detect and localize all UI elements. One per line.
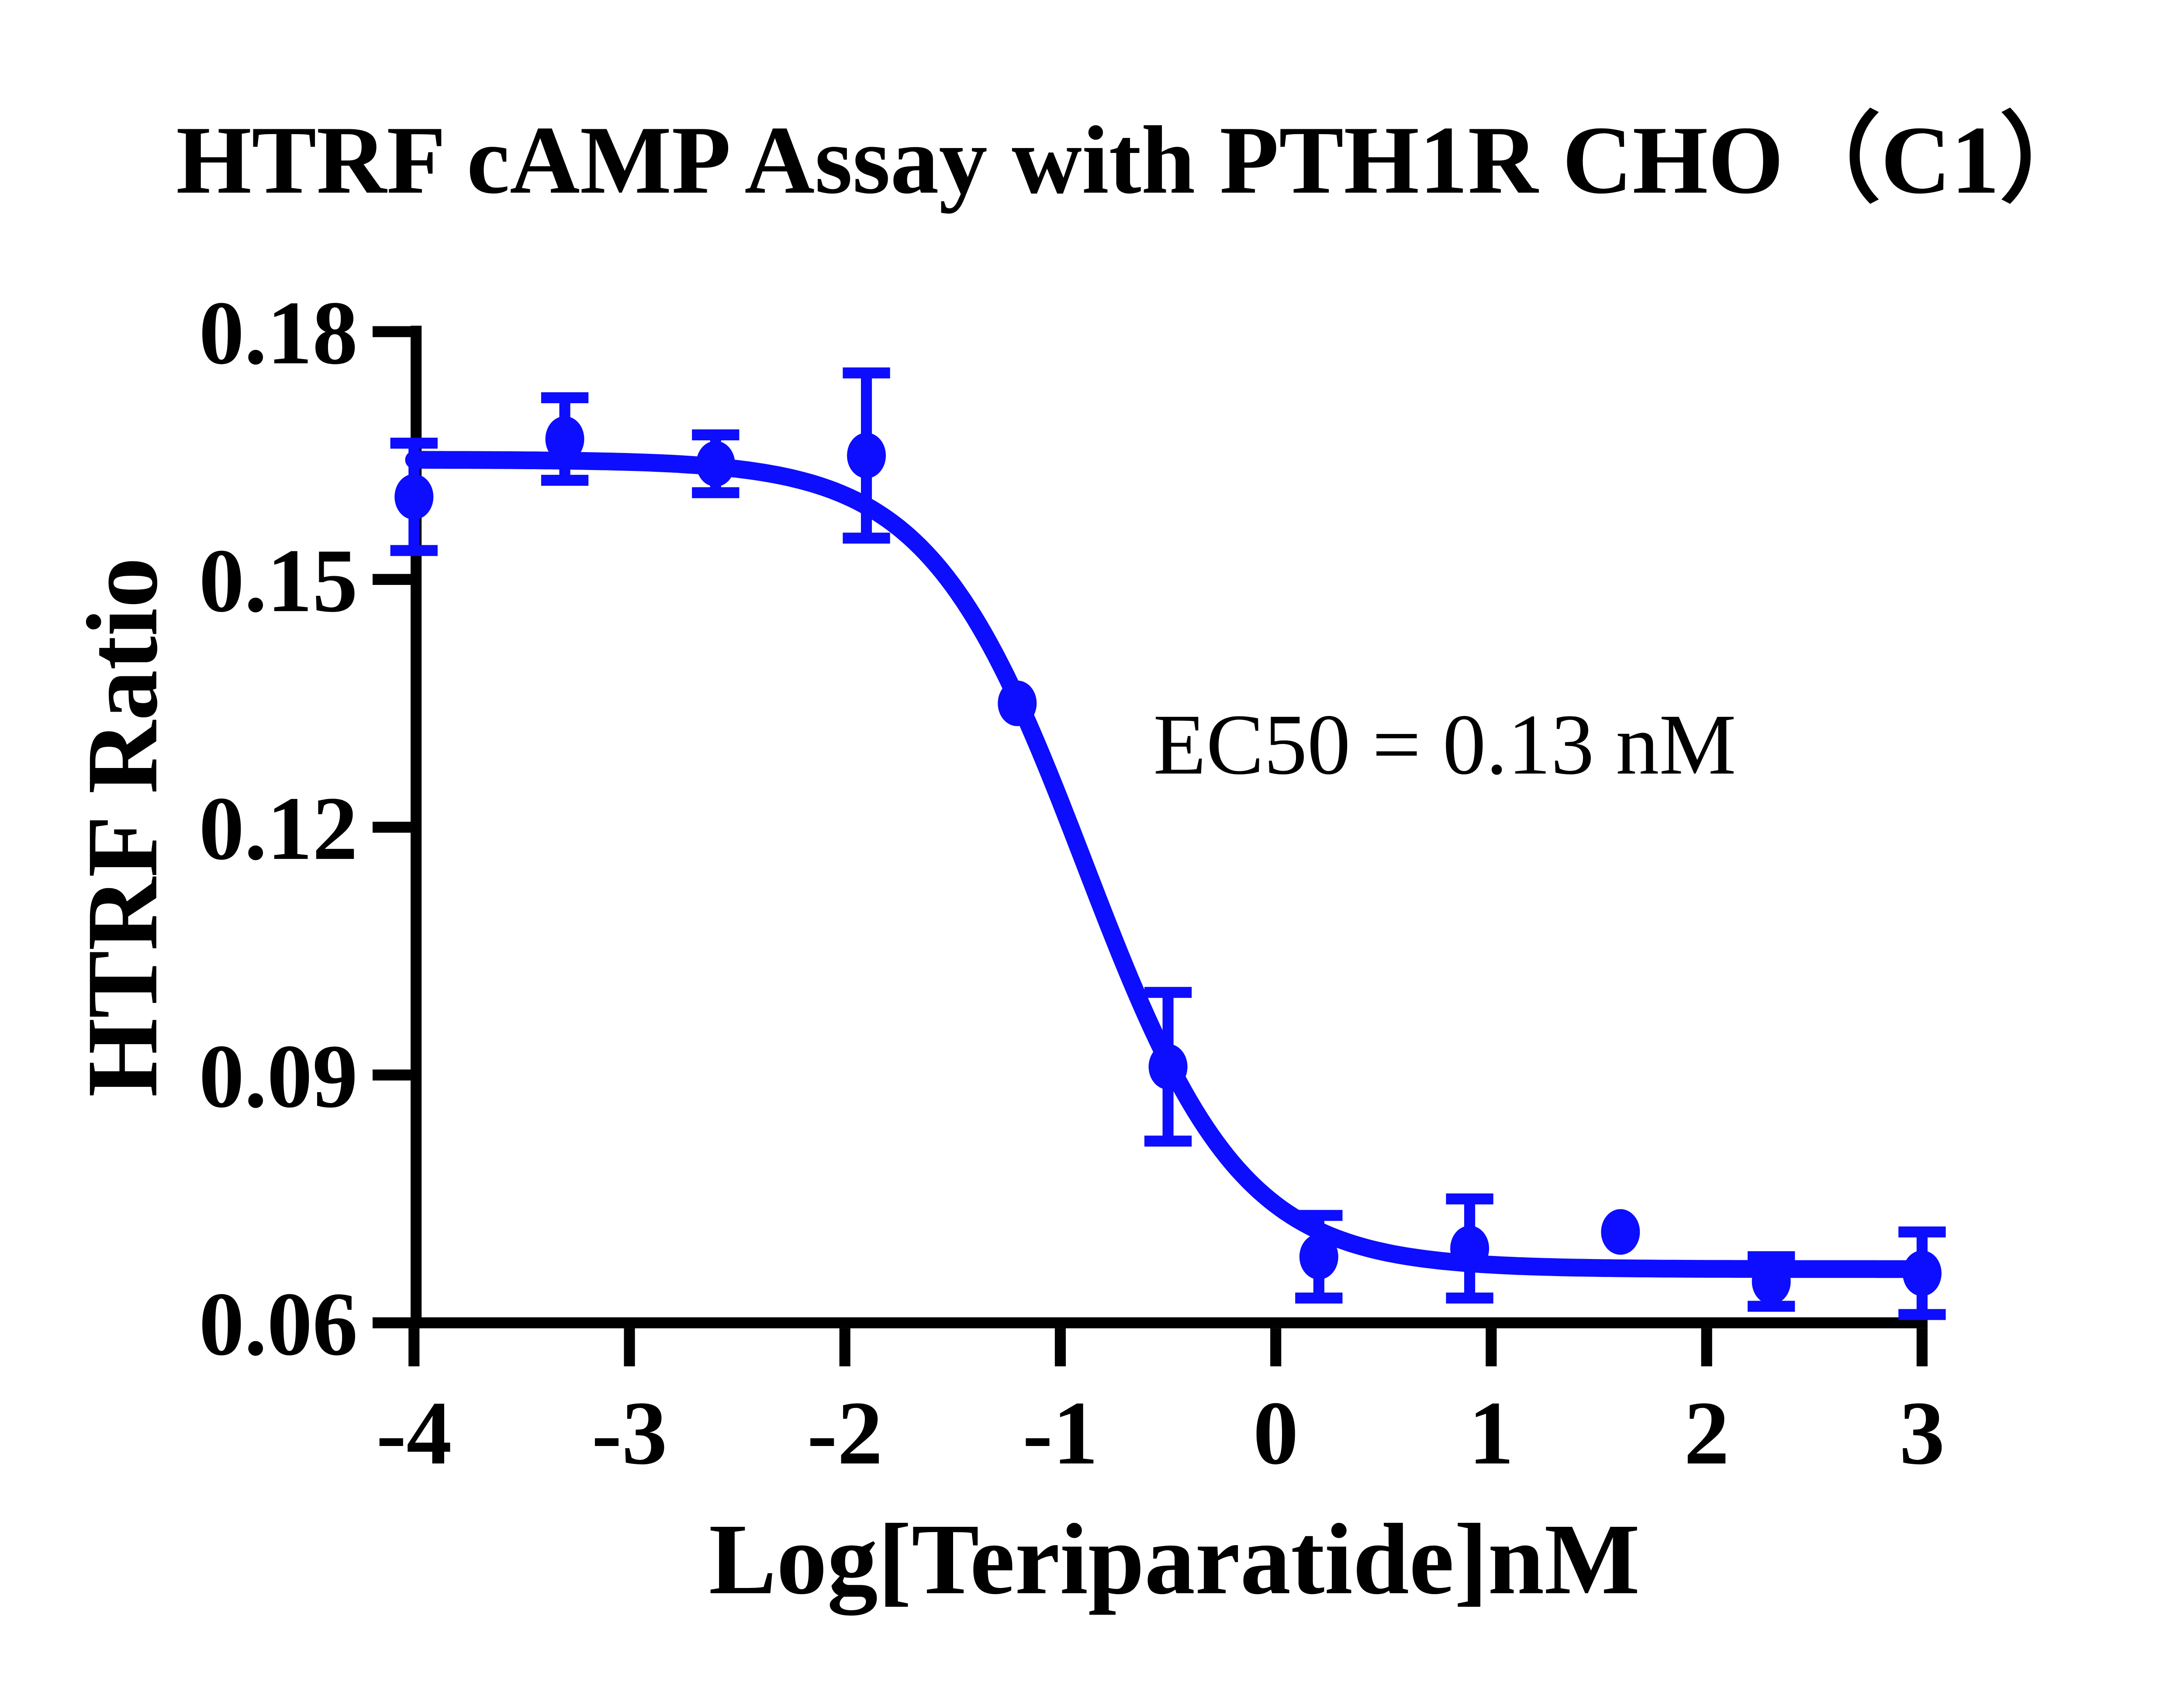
data-point-marker <box>1902 1250 1942 1296</box>
chart-background <box>0 28 2184 1667</box>
x-axis-title: Log[Teriparatide]nM <box>709 1503 1640 1615</box>
x-tick-label: 2 <box>1684 1383 1729 1483</box>
y-tick-label: 0.15 <box>199 530 358 631</box>
y-tick <box>372 326 411 337</box>
x-tick-label: 0 <box>1253 1383 1299 1483</box>
x-tick-label: 3 <box>1899 1383 1945 1483</box>
data-point-marker <box>696 441 735 487</box>
x-tick <box>1486 1328 1497 1366</box>
data-point-marker <box>394 474 434 520</box>
data-series-layer <box>390 367 1946 1320</box>
x-axis-line <box>411 1317 1928 1328</box>
x-tick-label: -2 <box>807 1383 883 1483</box>
data-point-marker <box>1450 1225 1489 1272</box>
data-point-marker <box>1299 1234 1338 1280</box>
y-tick-label: 0.12 <box>199 778 358 879</box>
x-tick <box>1916 1328 1928 1366</box>
data-point-marker <box>1148 1044 1188 1090</box>
y-tick <box>372 1069 411 1081</box>
x-tick-label: -4 <box>376 1383 452 1483</box>
y-axis-title: HTRF Ratio <box>66 557 179 1097</box>
y-tick-label: 0.06 <box>199 1274 358 1374</box>
data-point-marker <box>998 680 1037 726</box>
x-tick <box>624 1328 635 1366</box>
x-tick <box>839 1328 850 1366</box>
x-tick <box>408 1328 420 1366</box>
chart-title: HTRF cAMP Assay with PTH1R CHO（C1） <box>176 107 2097 214</box>
y-tick <box>372 822 411 833</box>
x-tick-label: 1 <box>1469 1383 1514 1483</box>
y-tick-label: 0.18 <box>199 283 358 383</box>
x-tick-label: -3 <box>591 1383 667 1483</box>
ec50-annotation: EC50 = 0.13 nM <box>1153 696 1736 792</box>
x-tick-label: -1 <box>1023 1383 1098 1483</box>
x-tick <box>1270 1328 1282 1366</box>
data-point-marker <box>1752 1259 1791 1304</box>
data-point-marker <box>1601 1209 1640 1255</box>
data-point-marker <box>847 432 886 478</box>
data-point-marker <box>545 416 584 462</box>
x-tick <box>1054 1328 1066 1366</box>
y-tick <box>372 574 411 585</box>
x-tick <box>1701 1328 1712 1366</box>
y-tick-label: 0.09 <box>199 1026 358 1126</box>
y-tick <box>372 1317 411 1328</box>
